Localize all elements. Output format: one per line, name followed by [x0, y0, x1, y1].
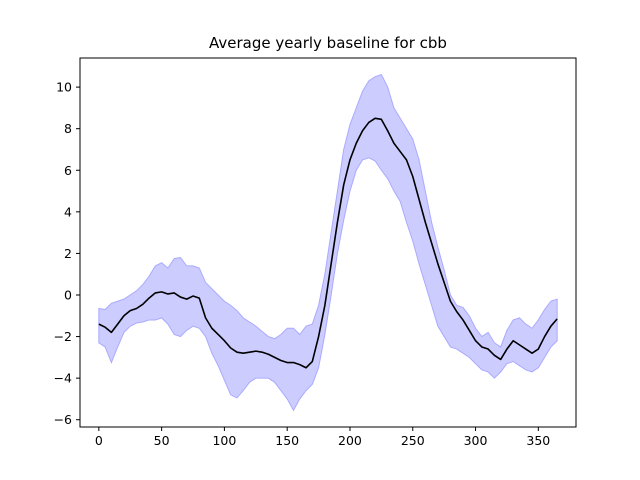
x-tick-label: 300 [464, 433, 488, 448]
x-tick-label: 50 [154, 433, 170, 448]
y-tick-label: −4 [54, 371, 72, 386]
y-tick-label: 4 [64, 204, 72, 219]
axes: 0 50 100 150 200 250 300 350 −6 −4 −2 0 2 4 6 8 10 [54, 57, 577, 448]
y-tick-label: 0 [64, 287, 72, 302]
x-tick-label: 200 [338, 433, 362, 448]
y-tick-label: 8 [64, 121, 72, 136]
y-tick-label: −6 [54, 412, 72, 427]
axes-frame [79, 57, 577, 428]
x-tick-label: 250 [401, 433, 425, 448]
x-tick-label: 100 [212, 433, 236, 448]
x-tick-label: 0 [95, 433, 103, 448]
plot-area [98, 74, 558, 412]
y-tick-label: 6 [64, 163, 72, 178]
y-tick-label: 10 [56, 80, 72, 95]
confidence-band [98, 74, 558, 412]
chart-title: Average yearly baseline for cbb [209, 34, 447, 52]
x-tick-label: 350 [526, 433, 550, 448]
y-tick-label: 2 [64, 246, 72, 261]
x-tick-label: 150 [275, 433, 299, 448]
y-tick-label: −2 [54, 329, 72, 344]
mean-line [98, 117, 558, 369]
